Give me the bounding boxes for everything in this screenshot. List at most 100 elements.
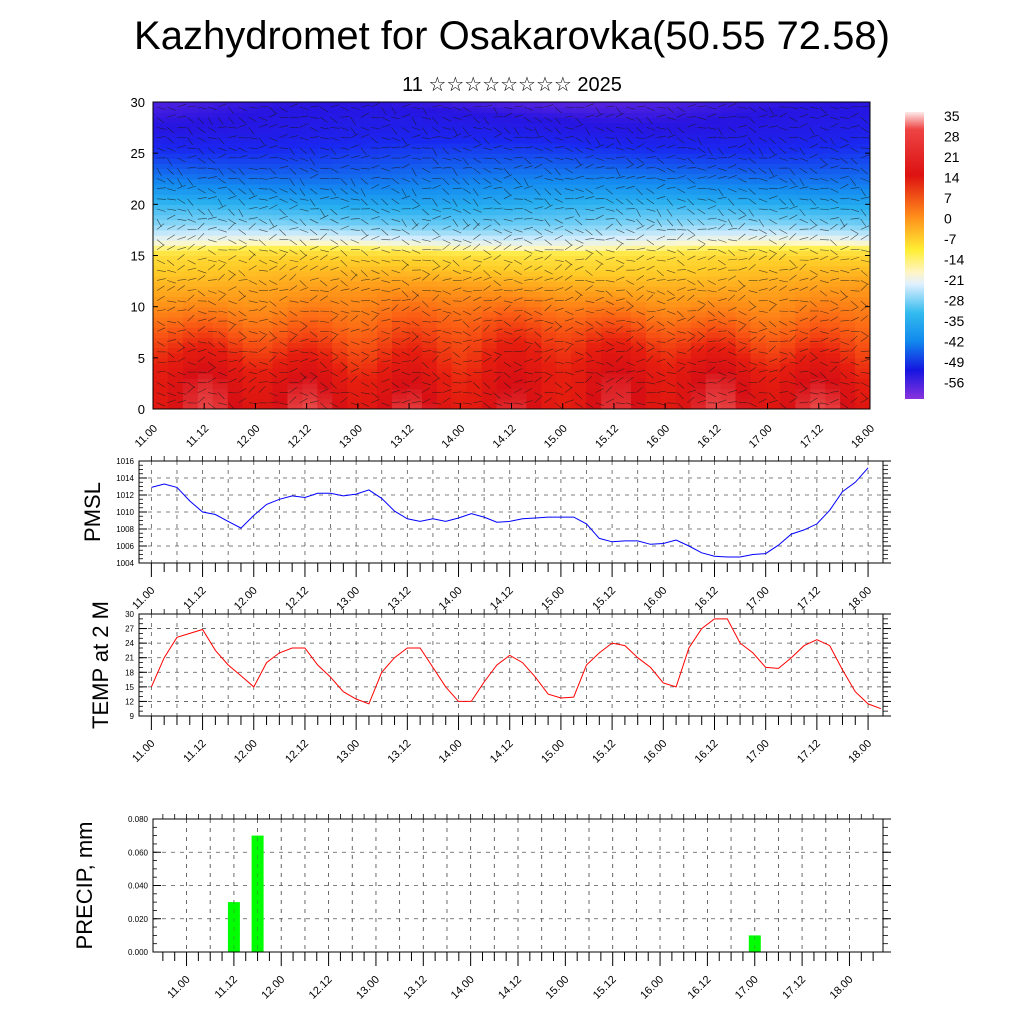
- heat-cell: [317, 173, 333, 180]
- wind-barb: [177, 103, 187, 108]
- wind-barb: [289, 116, 299, 119]
- wind-barb: [248, 217, 258, 220]
- wind-barb: [646, 106, 655, 112]
- heat-cell: [182, 306, 199, 313]
- heat-cell: [825, 362, 841, 369]
- heat-cell: [526, 291, 542, 298]
- wind-barb: [197, 208, 205, 215]
- heat-cell: [451, 342, 468, 349]
- heat-cell: [765, 383, 781, 390]
- heat-cell: [840, 158, 856, 164]
- heat-cell: [481, 398, 498, 405]
- heat-cell: [571, 291, 587, 298]
- heat-cell: [406, 291, 423, 298]
- heat-cell: [810, 306, 826, 313]
- wind-barb: [779, 215, 788, 220]
- wind-barb: [330, 335, 338, 342]
- wind-barb: [626, 106, 635, 110]
- wind-barb: [799, 382, 807, 389]
- wind-barb: [350, 167, 360, 171]
- heat-cell: [332, 219, 348, 226]
- wind-barb: [513, 388, 523, 393]
- heat-cell: [153, 199, 169, 205]
- heat-cell: [466, 255, 483, 262]
- heat-cell: [586, 332, 602, 338]
- heat-cell: [660, 368, 677, 374]
- heat-cell: [496, 398, 513, 405]
- wind-barb: [258, 331, 268, 336]
- heat-cell: [586, 301, 602, 308]
- heat-cell: [242, 342, 259, 349]
- heat-cell: [182, 281, 199, 287]
- wind-barb: [320, 320, 330, 323]
- wind-barb: [513, 217, 523, 220]
- heat-cell: [197, 199, 214, 205]
- heat-cell: [511, 255, 528, 262]
- heat-cell: [601, 153, 617, 159]
- heat-cell: [406, 398, 423, 405]
- heat-cell: [601, 204, 617, 211]
- wind-barb: [473, 360, 483, 363]
- wind-barb: [768, 195, 778, 200]
- wind-barb: [228, 208, 235, 216]
- wind-barb: [401, 263, 409, 271]
- wind-barb: [758, 361, 768, 366]
- heat-cell: [451, 235, 468, 241]
- heat-cell: [332, 265, 348, 272]
- heat-cell: [392, 322, 408, 328]
- wind-barb: [707, 310, 716, 317]
- heat-cell: [855, 270, 870, 277]
- wind-barb: [503, 194, 513, 200]
- heat-cell: [855, 373, 870, 379]
- heat-cell: [660, 199, 677, 205]
- wind-barb: [789, 329, 799, 332]
- heat-cell: [257, 393, 274, 400]
- heat-cell: [496, 178, 513, 185]
- heat-cell: [272, 204, 289, 211]
- heat-cell: [242, 311, 259, 318]
- wind-barb: [218, 402, 228, 406]
- wind-barb: [544, 239, 552, 246]
- heat-cell: [317, 357, 333, 364]
- heat-cell: [720, 368, 737, 374]
- wind-barb: [677, 338, 686, 342]
- wind-barb: [717, 286, 727, 291]
- wind-barb: [473, 157, 481, 164]
- wind-barb: [830, 327, 839, 332]
- heat-cell: [810, 332, 826, 338]
- heat-cell: [377, 337, 393, 344]
- heat-cell: [272, 403, 289, 409]
- heat-cell: [645, 199, 662, 205]
- heat-cell: [526, 255, 542, 262]
- heat-cell: [825, 275, 841, 282]
- heat-cell: [780, 388, 796, 395]
- heat-cell: [705, 398, 722, 405]
- heat-cell: [556, 327, 572, 333]
- heat-cell: [362, 127, 378, 134]
- heat-cell: [840, 352, 856, 359]
- heat-cell: [242, 204, 259, 211]
- wind-barb: [360, 229, 368, 237]
- wind-barb: [238, 290, 246, 298]
- wind-barb: [207, 264, 216, 271]
- heat-cell: [496, 137, 513, 144]
- heat-cell: [242, 153, 259, 159]
- wind-barb: [574, 294, 582, 302]
- heat-cell: [840, 362, 856, 369]
- heat-cell: [153, 357, 169, 364]
- wind-barb: [626, 218, 635, 222]
- heat-cell: [167, 378, 184, 385]
- wind-barb: [554, 207, 564, 210]
- heat-cell: [541, 148, 557, 154]
- heat-cell: [765, 332, 781, 338]
- wind-barb: [564, 208, 575, 210]
- heat-cell: [227, 235, 244, 241]
- heat-cell: [272, 168, 289, 175]
- heat-cell: [810, 316, 826, 323]
- heat-cell: [660, 224, 677, 231]
- wind-barb: [626, 346, 634, 353]
- heat-cell: [167, 153, 184, 159]
- wind-barb: [748, 106, 757, 113]
- heat-cell: [526, 383, 542, 390]
- heat-cell: [392, 255, 408, 262]
